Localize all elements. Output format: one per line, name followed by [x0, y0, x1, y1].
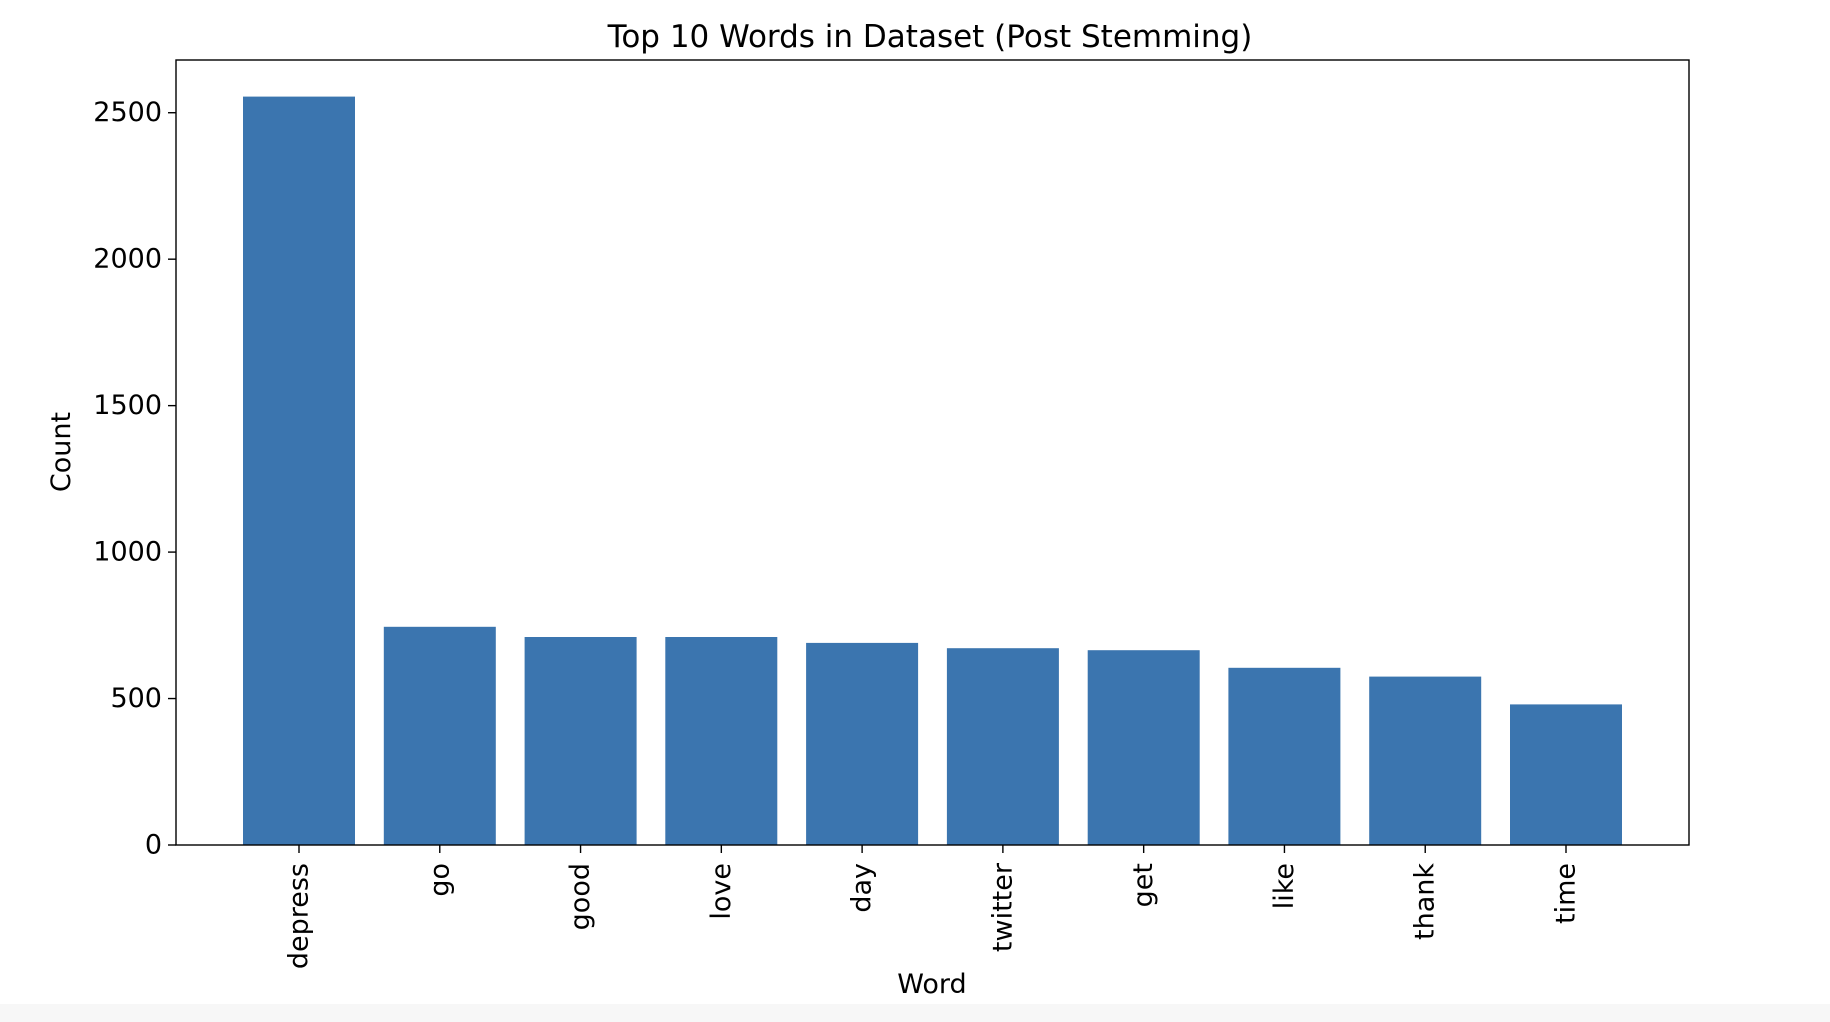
- x-tick-label: like: [1269, 863, 1300, 909]
- x-tick-label: time: [1551, 863, 1582, 924]
- bar-good: [524, 637, 637, 845]
- y-tick-label: 1000: [93, 537, 162, 568]
- bar-thank: [1369, 676, 1482, 845]
- x-axis: depress go good love day twitter get like thank t…: [284, 845, 1582, 969]
- y-tick-label: 2000: [93, 244, 162, 275]
- x-tick-label: love: [706, 863, 737, 920]
- x-tick-label: day: [847, 863, 878, 913]
- x-tick-label: thank: [1410, 863, 1441, 940]
- x-tick-label: good: [565, 863, 596, 930]
- y-tick-label: 1500: [93, 390, 162, 421]
- y-tick-label: 0: [145, 830, 162, 861]
- chart-title: Top 10 Words in Dataset (Post Stemming): [607, 19, 1253, 55]
- bar-get: [1087, 650, 1200, 845]
- x-tick-label: twitter: [987, 862, 1018, 952]
- bar-depress: [243, 96, 355, 846]
- x-tick-label: go: [424, 863, 455, 897]
- x-axis-label: Word: [897, 969, 966, 1000]
- bar-go: [383, 626, 496, 845]
- bar-twitter: [946, 648, 1059, 845]
- y-axis: 0 500 1000 1500 2000 2500: [93, 97, 176, 861]
- bottom-strip: [0, 1004, 1830, 1022]
- bar-like: [1228, 667, 1341, 845]
- bar-love: [665, 637, 778, 845]
- y-tick-label: 2500: [93, 97, 162, 128]
- bars-layer: [243, 96, 1622, 846]
- y-tick-label: 500: [110, 683, 162, 714]
- bar-time: [1510, 704, 1622, 845]
- x-tick-label: depress: [284, 863, 315, 969]
- y-axis-label: Count: [46, 412, 77, 492]
- bar-day: [806, 642, 919, 845]
- plot-area-frame: [175, 59, 1690, 846]
- x-tick-label: get: [1128, 863, 1159, 907]
